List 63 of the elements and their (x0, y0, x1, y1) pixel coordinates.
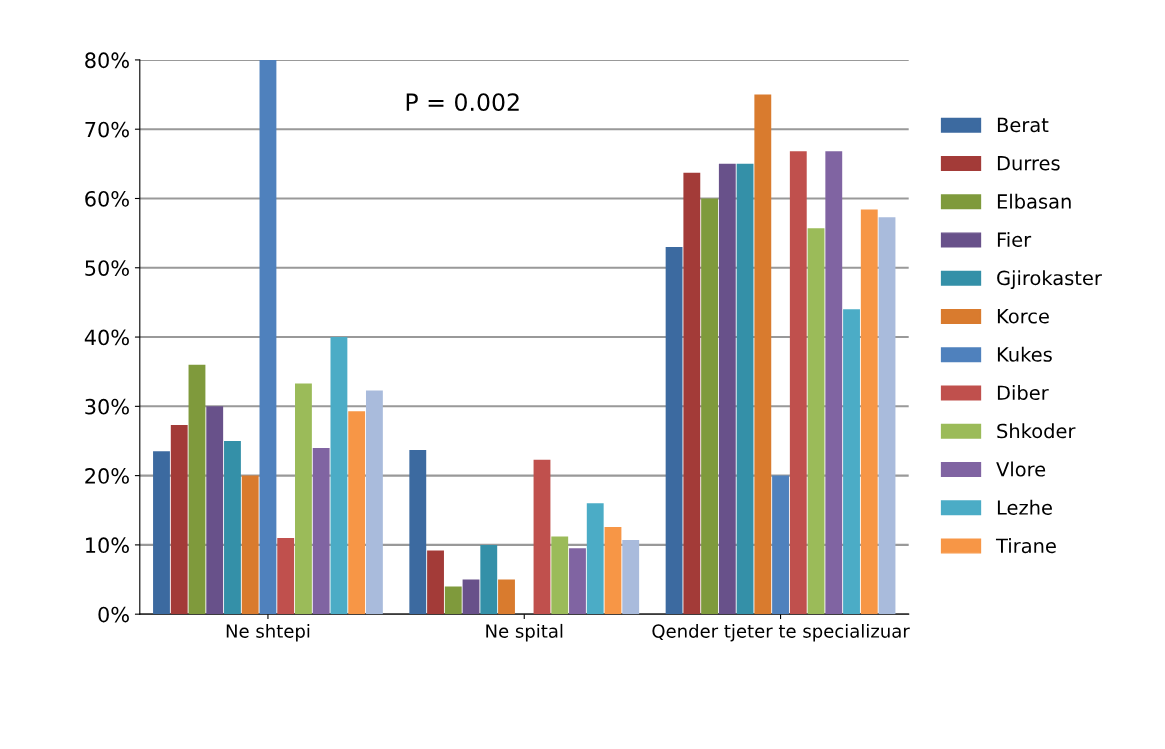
bar (480, 544, 498, 615)
bar (604, 526, 622, 615)
bar (206, 406, 224, 615)
bar (498, 579, 515, 615)
legend-label: Kukes (997, 346, 1052, 362)
bar (295, 383, 312, 615)
y-tick-label: 20% (85, 468, 129, 484)
legend-label: Diber (997, 385, 1049, 401)
annotation: P = 0.002 (406, 93, 519, 112)
y-tick-label: 40% (84, 329, 129, 346)
bar (277, 537, 295, 615)
bar (462, 579, 480, 615)
y-tick-label: 10% (86, 537, 129, 554)
bar (736, 163, 754, 615)
bar (772, 475, 789, 615)
bar (241, 475, 259, 615)
bar (444, 586, 462, 615)
x-tick-label: Ne spital (486, 623, 563, 642)
bar (789, 151, 807, 615)
bar (409, 449, 427, 615)
bar (427, 550, 444, 615)
bar (551, 536, 569, 615)
legend-label: Elbasan (997, 193, 1071, 209)
bar (330, 337, 348, 615)
bar (754, 94, 772, 615)
y-tick-label: 30% (85, 398, 129, 415)
bar (825, 151, 843, 615)
bar (569, 548, 586, 615)
legend-label: Lezhe (997, 499, 1052, 515)
y-tick-label: 80% (85, 52, 129, 69)
bar (878, 217, 896, 615)
legend-label: Gjirokaster (997, 270, 1102, 290)
bar (188, 364, 206, 615)
bar (665, 246, 683, 615)
y-tick-label: 0% (98, 606, 129, 623)
bar (843, 309, 860, 615)
x-tick-label: Qender tjeter te specializuar (652, 623, 910, 642)
y-tick-label: 50% (85, 260, 129, 276)
bar (312, 447, 330, 615)
bar (170, 425, 188, 615)
bar (586, 503, 604, 615)
bar (683, 172, 701, 615)
legend-label: Tirane (995, 538, 1056, 554)
legend-label: Fier (997, 231, 1032, 248)
bar (807, 228, 825, 615)
y-tick-label: 70% (85, 121, 129, 138)
bar (259, 59, 277, 615)
bar (860, 209, 878, 615)
bar (701, 198, 718, 615)
legend-label: Shkoder (997, 423, 1076, 439)
bar (153, 451, 170, 615)
x-tick-label: Ne shtepi (226, 623, 310, 642)
bar (533, 459, 551, 615)
bar (365, 390, 383, 615)
bar (622, 540, 640, 615)
legend-label: Durres (997, 156, 1060, 171)
y-tick-label: 60% (85, 190, 129, 207)
legend-label: Berat (997, 117, 1049, 133)
bar (348, 411, 366, 615)
bar (224, 440, 241, 615)
bar (718, 163, 736, 615)
legend-label: Korce (997, 309, 1049, 324)
legend-label: Vlore (996, 461, 1046, 477)
